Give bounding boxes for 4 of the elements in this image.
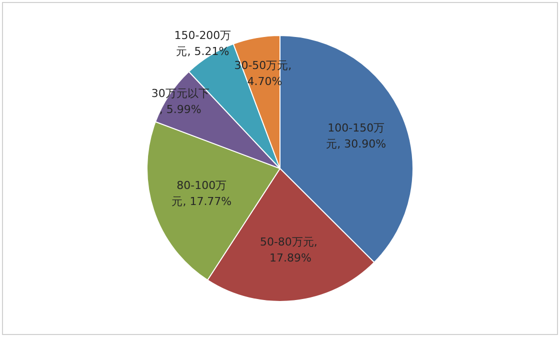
data-label: , 5.99%: [159, 103, 202, 116]
slice-label: 80-100万元, 17.77%: [172, 179, 232, 208]
slice-label: 100-150万元, 30.90%: [326, 122, 386, 151]
slice-label: 50-80万元, 17.89%: [260, 235, 318, 264]
